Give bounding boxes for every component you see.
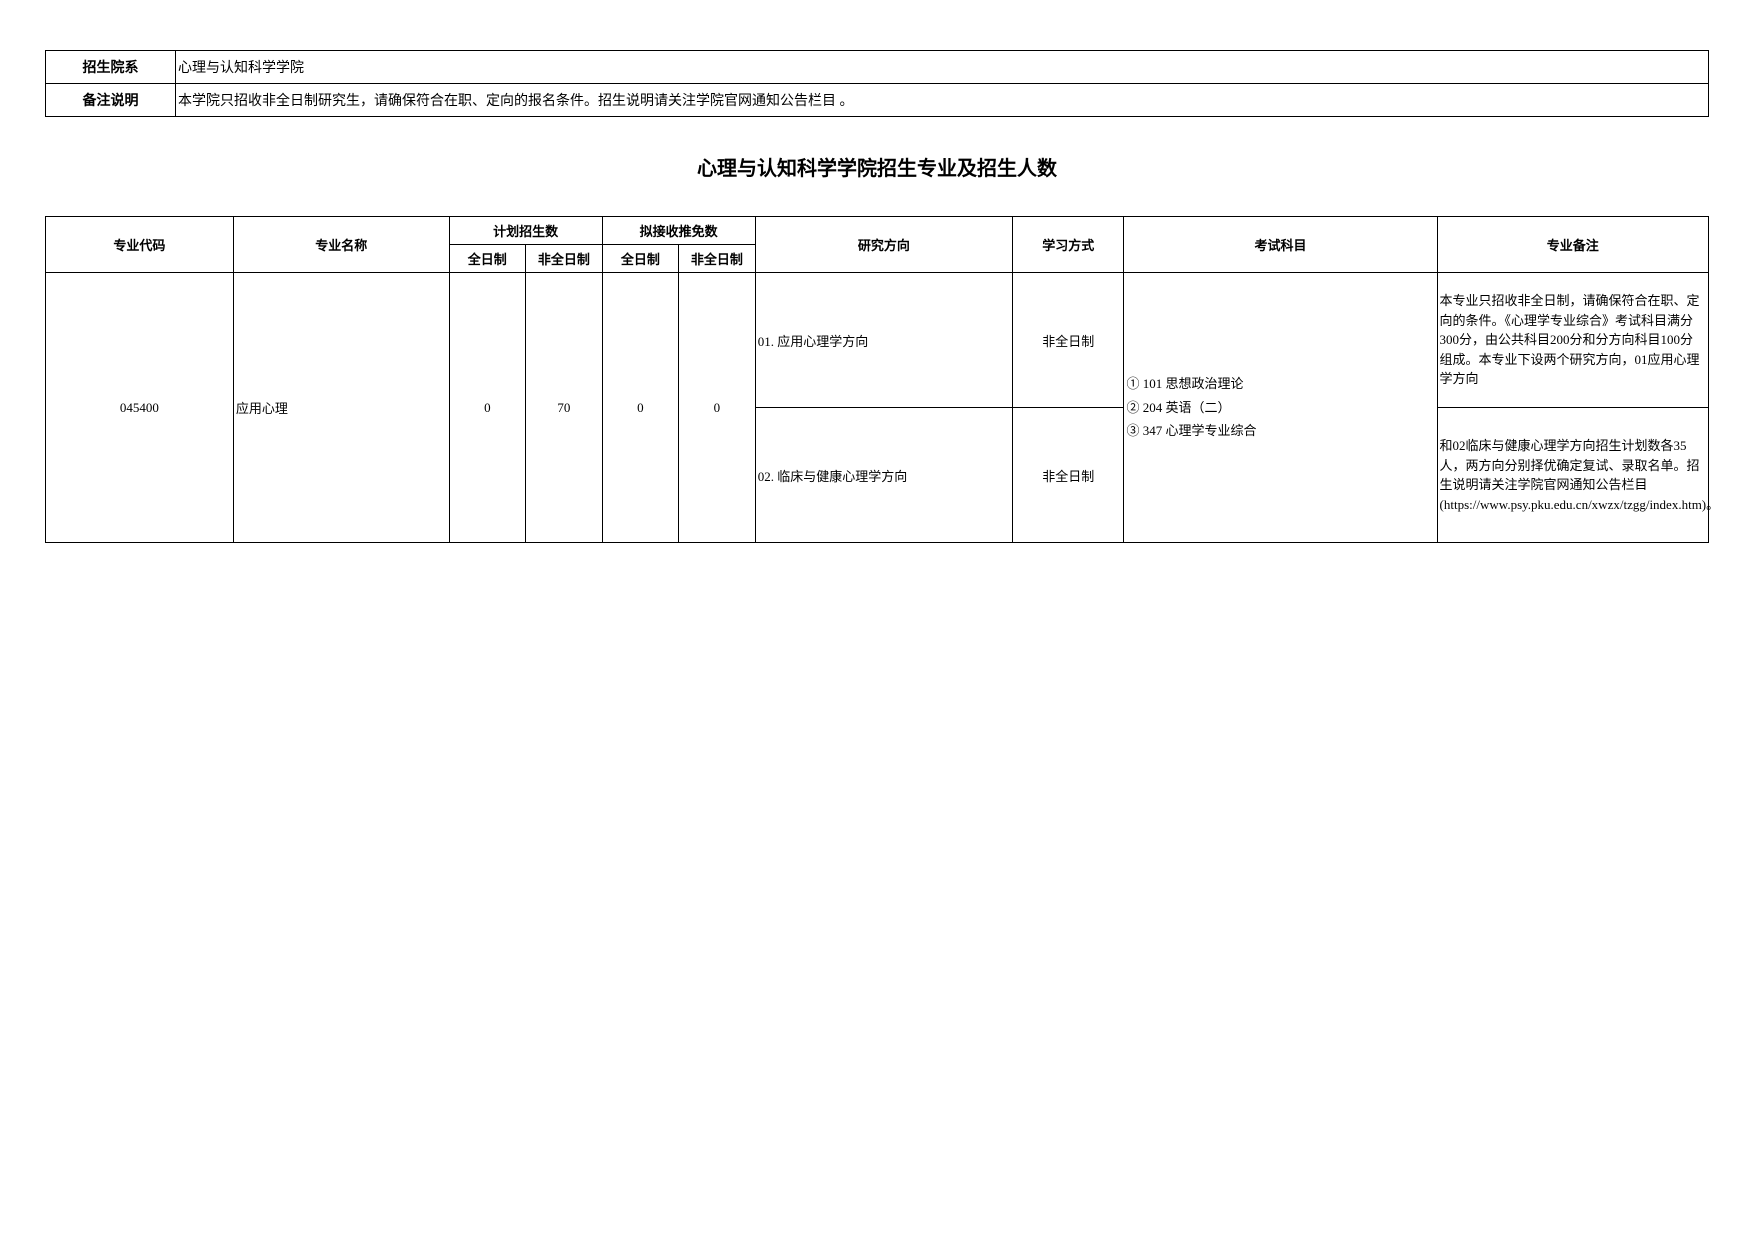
page-title: 心理与认知科学学院招生专业及招生人数 (45, 152, 1709, 181)
header-plan-pt: 非全日制 (526, 245, 603, 273)
cell-study-2: 非全日制 (1013, 408, 1124, 543)
cell-remark-2: 和02临床与健康心理学方向招生计划数各35人，两方向分别择优确定复试、录取名单。… (1437, 408, 1708, 543)
cell-rec-ft: 0 (602, 273, 679, 543)
cell-code: 045400 (46, 273, 234, 543)
header-direction: 研究方向 (755, 217, 1012, 273)
header-remark: 专业备注 (1437, 217, 1708, 273)
cell-exam: ① 101 思想政治理论 ② 204 英语（二） ③ 347 心理学专业综合 (1124, 273, 1437, 543)
header-code: 专业代码 (46, 217, 234, 273)
header-study: 学习方式 (1013, 217, 1124, 273)
exam-line-3: ③ 347 心理学专业综合 (1126, 419, 1434, 442)
cell-plan-pt: 70 (526, 273, 603, 543)
header-name: 专业名称 (233, 217, 449, 273)
remark-label: 备注说明 (46, 84, 176, 117)
cell-direction-2: 02. 临床与健康心理学方向 (755, 408, 1012, 543)
cell-plan-ft: 0 (449, 273, 526, 543)
remark-value: 本学院只招收非全日制研究生，请确保符合在职、定向的报名条件。招生说明请关注学院官… (176, 84, 1709, 117)
dept-label: 招生院系 (46, 51, 176, 84)
info-table: 招生院系 心理与认知科学学院 备注说明 本学院只招收非全日制研究生，请确保符合在… (45, 50, 1709, 117)
dept-value: 心理与认知科学学院 (176, 51, 1709, 84)
main-table: 专业代码 专业名称 计划招生数 拟接收推免数 研究方向 学习方式 考试科目 专业… (45, 216, 1709, 543)
cell-name: 应用心理 (233, 273, 449, 543)
header-rec-pt: 非全日制 (679, 245, 756, 273)
header-rec: 拟接收推免数 (602, 217, 755, 245)
cell-remark-1: 本专业只招收非全日制，请确保符合在职、定向的条件。《心理学专业综合》考试科目满分… (1437, 273, 1708, 408)
exam-line-1: ① 101 思想政治理论 (1126, 372, 1434, 395)
header-plan: 计划招生数 (449, 217, 602, 245)
header-exam: 考试科目 (1124, 217, 1437, 273)
cell-study-1: 非全日制 (1013, 273, 1124, 408)
header-plan-ft: 全日制 (449, 245, 526, 273)
header-rec-ft: 全日制 (602, 245, 679, 273)
cell-direction-1: 01. 应用心理学方向 (755, 273, 1012, 408)
exam-line-2: ② 204 英语（二） (1126, 396, 1434, 419)
cell-rec-pt: 0 (679, 273, 756, 543)
